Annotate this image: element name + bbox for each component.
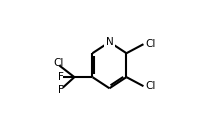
Text: N: N [106,37,113,47]
Text: Cl: Cl [145,39,155,49]
Text: F: F [58,72,64,82]
Text: F: F [58,85,64,95]
Text: Cl: Cl [145,81,155,91]
Text: Cl: Cl [53,58,64,68]
